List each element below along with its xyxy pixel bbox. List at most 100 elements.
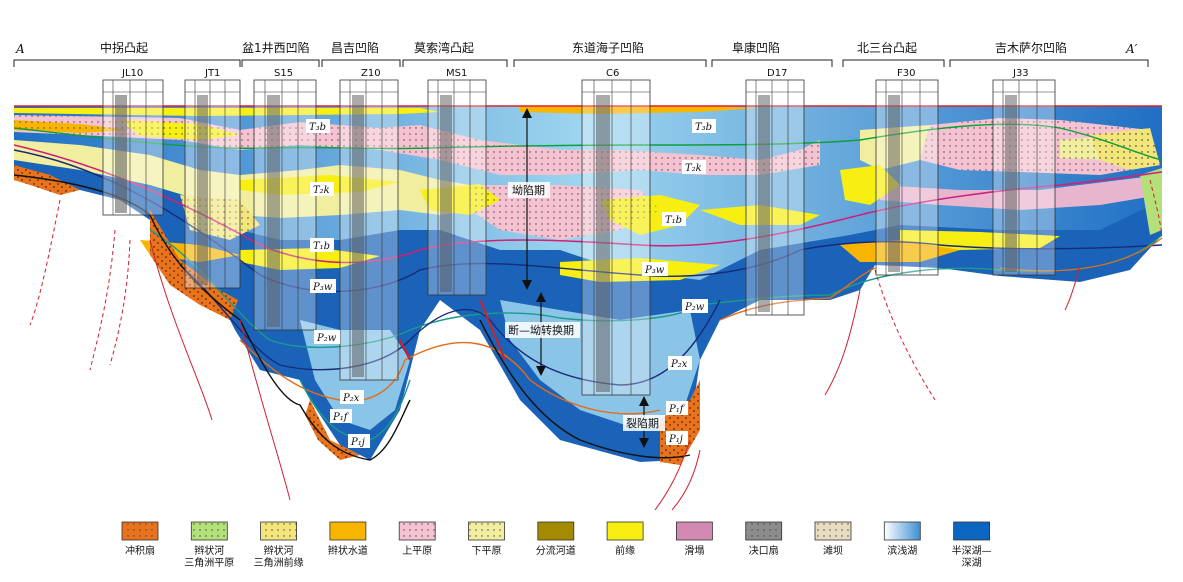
unit-label-p1j: P₁j [668,434,683,445]
fault-line [479,299,506,361]
lithology-strip [352,95,364,377]
unit-label-t1b: T₁b [313,241,330,252]
legend-item: 分流河道 [536,521,576,557]
legend-label: 前缘 [615,544,635,557]
bracket-fukang [711,59,833,67]
unit-label-p3w: P₃w [312,282,333,293]
legend-swatch [606,521,644,541]
legend-item: 决口扇 [745,521,783,557]
legend-label: 滩坝 [823,544,843,557]
braided-plain-east [1140,168,1162,235]
legend-label: 上平原 [402,545,432,557]
structure-label: 东道海子凹陷 [572,40,644,55]
structure-label: 昌吉凹陷 [331,40,379,55]
structure-label: 莫索湾凸起 [414,40,474,55]
unit-label-p1j: P₁j [350,437,365,448]
fault-line [149,239,213,421]
fault-line [399,339,411,361]
legend-item: 下平原 [468,521,505,557]
fault-line [109,239,131,366]
lithology-strip [758,95,770,312]
stage-label-rift: 裂陷期 [626,416,659,430]
well-z10[interactable]: Z10 [339,68,399,381]
faults [29,179,1163,511]
well-column-frame [992,79,1056,276]
lithology-strip [115,95,127,213]
legend-label: 决口扇 [749,544,779,557]
well-jt1[interactable]: JT1 [184,68,241,289]
section-end-label: A′ [1125,42,1138,56]
unit-label-p2w: P₂w [316,333,337,344]
legend-label: 滨浅湖 [887,544,917,557]
legend-label: 下平原 [472,545,502,557]
legend: 冲积扇 辫状河三角洲平原辫状河三角洲前缘 辫状水道 上平原 下平原 分流河道前缘 滑塌决口扇… [121,521,992,569]
well-column-frame [745,79,805,316]
horizon-p2x [239,339,661,415]
lithology-strip [596,95,610,392]
structure-label: 中拐凸起 [100,40,148,55]
alluvial-fan-changji [305,400,360,460]
stage-label-transition: 断—坳转换期 [508,323,574,337]
well-s15[interactable]: S15 [253,68,317,331]
structure-label: 吉木萨尔凹陷 [995,40,1067,55]
well-label: MS1 [446,68,467,79]
well-label: F30 [897,68,915,79]
legend-swatch [537,521,575,541]
well-column-frame [339,79,399,381]
well-ms1[interactable]: MS1 [427,68,487,296]
well-d17[interactable]: D17 [745,68,805,316]
legend-label: 辫状水道 [328,544,368,557]
well-c6[interactable]: C6 [581,68,651,396]
unit-label-t1b: T₁b [665,215,682,226]
legend-item: 滨浅湖 [883,521,921,557]
unit-label-p1f: P₁f [668,404,686,415]
fault-line [89,229,116,371]
unit-label-p1f: P₁f [332,412,350,423]
unit-label-p2x: P₂x [342,393,360,404]
fault-line [1149,179,1163,236]
stage-annotations: 坳陷期 断—坳转换期 裂陷期 [505,108,665,448]
legend-swatch [676,521,713,541]
legend-swatch [953,521,990,541]
fault-line [654,439,691,511]
bracket-pen1 [241,59,320,67]
fault-line [1064,264,1081,311]
well-f30[interactable]: F30 [875,68,939,276]
legend-item: 滑塌 [676,521,713,557]
well-label: JL10 [121,68,143,79]
bracket-jimusaer [949,59,1149,67]
unit-label-p2w: P₂w [684,302,705,313]
well-label: JT1 [204,68,220,79]
legend-item: 冲积扇 [121,521,159,557]
unit-label-t2k: T₂k [313,185,330,196]
fault-line [29,199,61,326]
braided-channel [520,106,760,114]
bracket-changji [321,59,401,67]
alluvial-fan-west [150,210,238,320]
bracket-beisantai [842,59,945,67]
lithology-strip [888,95,900,272]
unit-label-p3w: P₃w [644,265,665,276]
bracket-mosuowan [402,59,508,67]
well-label: C6 [606,68,619,79]
legend-item: 半深湖—深湖 [952,521,992,569]
well-columns: JL10 JT1 S15 [102,68,1056,396]
unit-label-t3b: T₃b [309,122,326,133]
well-label: J33 [1012,68,1029,79]
legend-label: 辫状河 [194,544,224,557]
stage-label-sag: 坳陷期 [512,183,545,197]
legend-item: 上平原 [398,521,436,557]
well-jl10[interactable]: JL10 [102,68,164,216]
well-j33[interactable]: J33 [992,68,1056,276]
slump-layer-east [880,175,1160,210]
bracket-zhongguai [13,59,241,67]
horizon-p2w [179,264,721,386]
basement-line-east [479,319,691,459]
well-column-frame [102,79,164,216]
well-column-frame [581,79,651,396]
fault-line [239,319,291,501]
horizon-orange-east [719,267,876,321]
